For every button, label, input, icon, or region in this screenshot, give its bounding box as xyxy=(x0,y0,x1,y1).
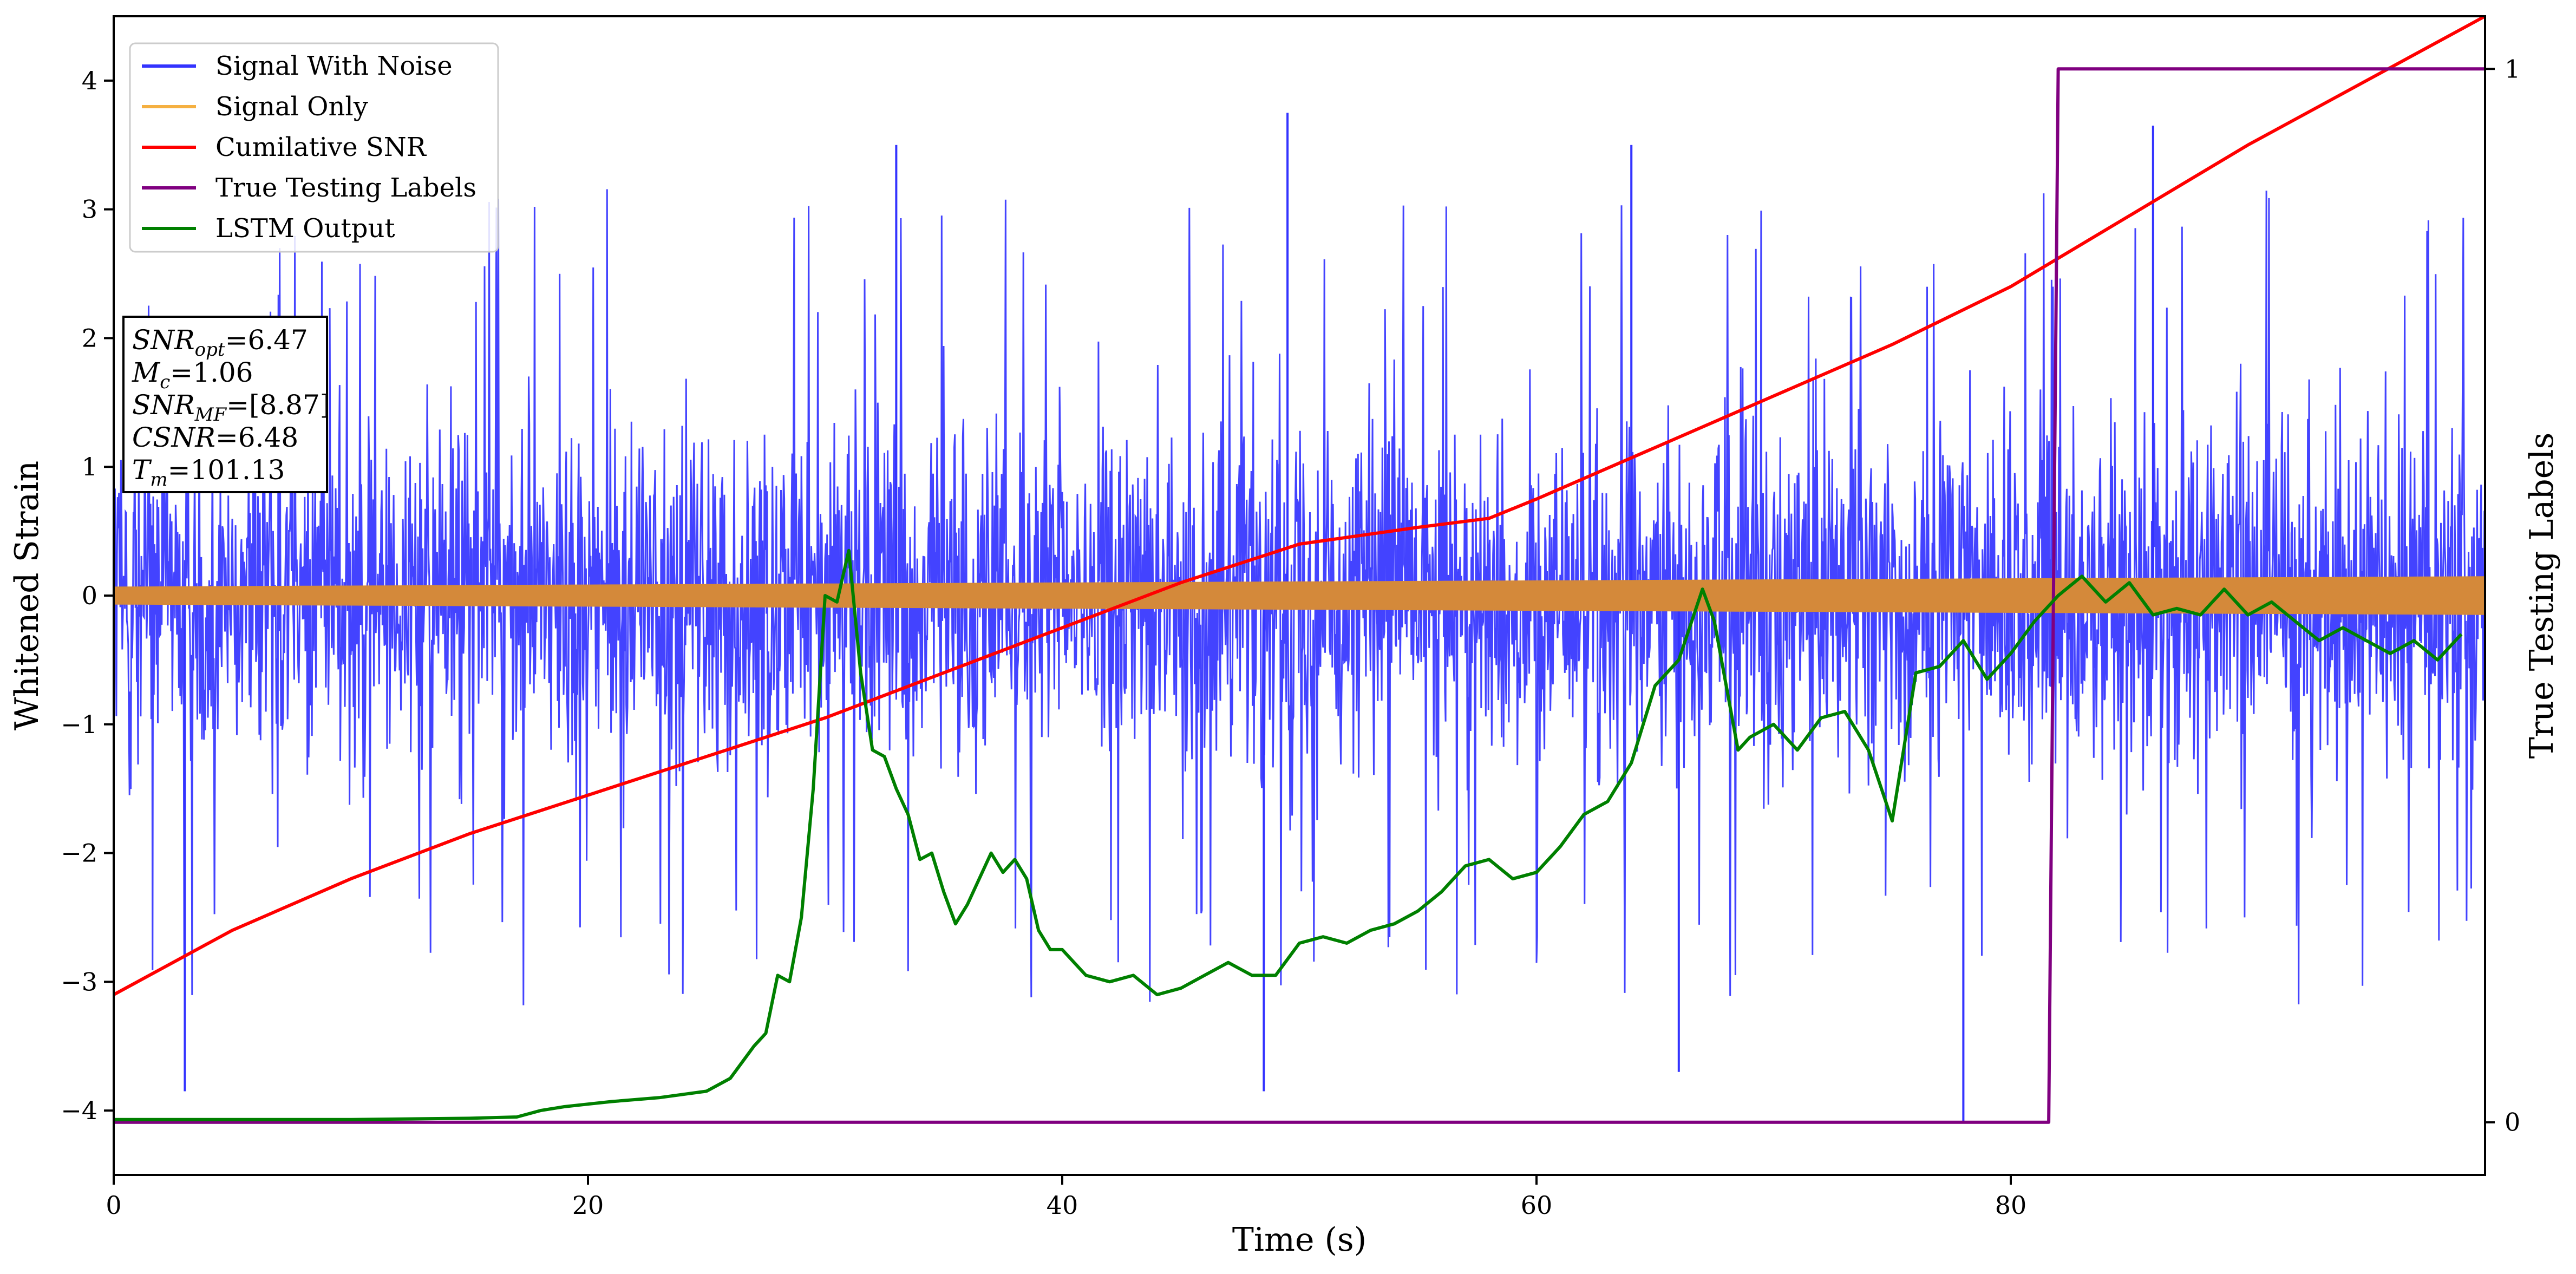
x-tick-label-60: 60 xyxy=(1521,1191,1553,1220)
y-axis-title: Whitened Strain xyxy=(8,461,46,730)
legend-label-signal-with-noise: Signal With Noise xyxy=(215,51,453,81)
plot-area xyxy=(114,16,2485,1124)
series-cumilative-snr-line xyxy=(114,16,2485,996)
y-tick-label-1: 1 xyxy=(82,452,97,481)
legend-frame xyxy=(129,42,499,253)
legend: Signal With Noise Signal Only Cumilative S… xyxy=(129,42,499,253)
y-tick-label--3: −3 xyxy=(61,967,97,996)
legend-label-cumilative-snr: Cumilative SNR xyxy=(215,132,427,162)
y-right-tick-label-1: 1 xyxy=(2505,54,2520,83)
y-right-tick-label-0: 0 xyxy=(2505,1108,2520,1137)
y-tick-label--2: −2 xyxy=(61,839,97,868)
info-box: SNRopt=6.47 Mc=1.06 SNRMF=[8.87] CSNR=6.… xyxy=(122,316,330,493)
info-snr-mf: SNRMF=[8.87] xyxy=(132,389,330,426)
y-tick-label-0: 0 xyxy=(82,581,97,610)
series-true-testing-labels-line xyxy=(114,67,2485,1124)
x-tick-label-40: 40 xyxy=(1047,1191,1078,1220)
y-tick-label--1: −1 xyxy=(61,710,97,739)
x-tick-label-0: 0 xyxy=(106,1191,121,1220)
info-csnr: CSNR=6.48 xyxy=(132,422,298,453)
legend-label-true-testing-labels: True Testing Labels xyxy=(215,173,476,203)
y-tick-label-2: 2 xyxy=(82,323,97,352)
legend-label-signal-only: Signal Only xyxy=(215,92,368,122)
y-tick-label--4: −4 xyxy=(61,1096,97,1125)
info-box-frame xyxy=(122,316,328,493)
y-tick-label-4: 4 xyxy=(82,66,97,95)
x-tick-label-20: 20 xyxy=(572,1191,604,1220)
legend-label-lstm-output: LSTM Output xyxy=(215,213,395,244)
y-tick-label-3: 3 xyxy=(82,195,97,224)
y-axis-right-title: True Testing Labels xyxy=(2523,433,2561,759)
series-lstm-output-line xyxy=(114,548,2463,1121)
x-tick-label-80: 80 xyxy=(1995,1191,2027,1220)
info-mc: Mc=1.06 xyxy=(132,357,253,393)
x-axis-title: Time (s) xyxy=(1232,1221,1367,1259)
series-signal-only-band xyxy=(114,576,2485,615)
